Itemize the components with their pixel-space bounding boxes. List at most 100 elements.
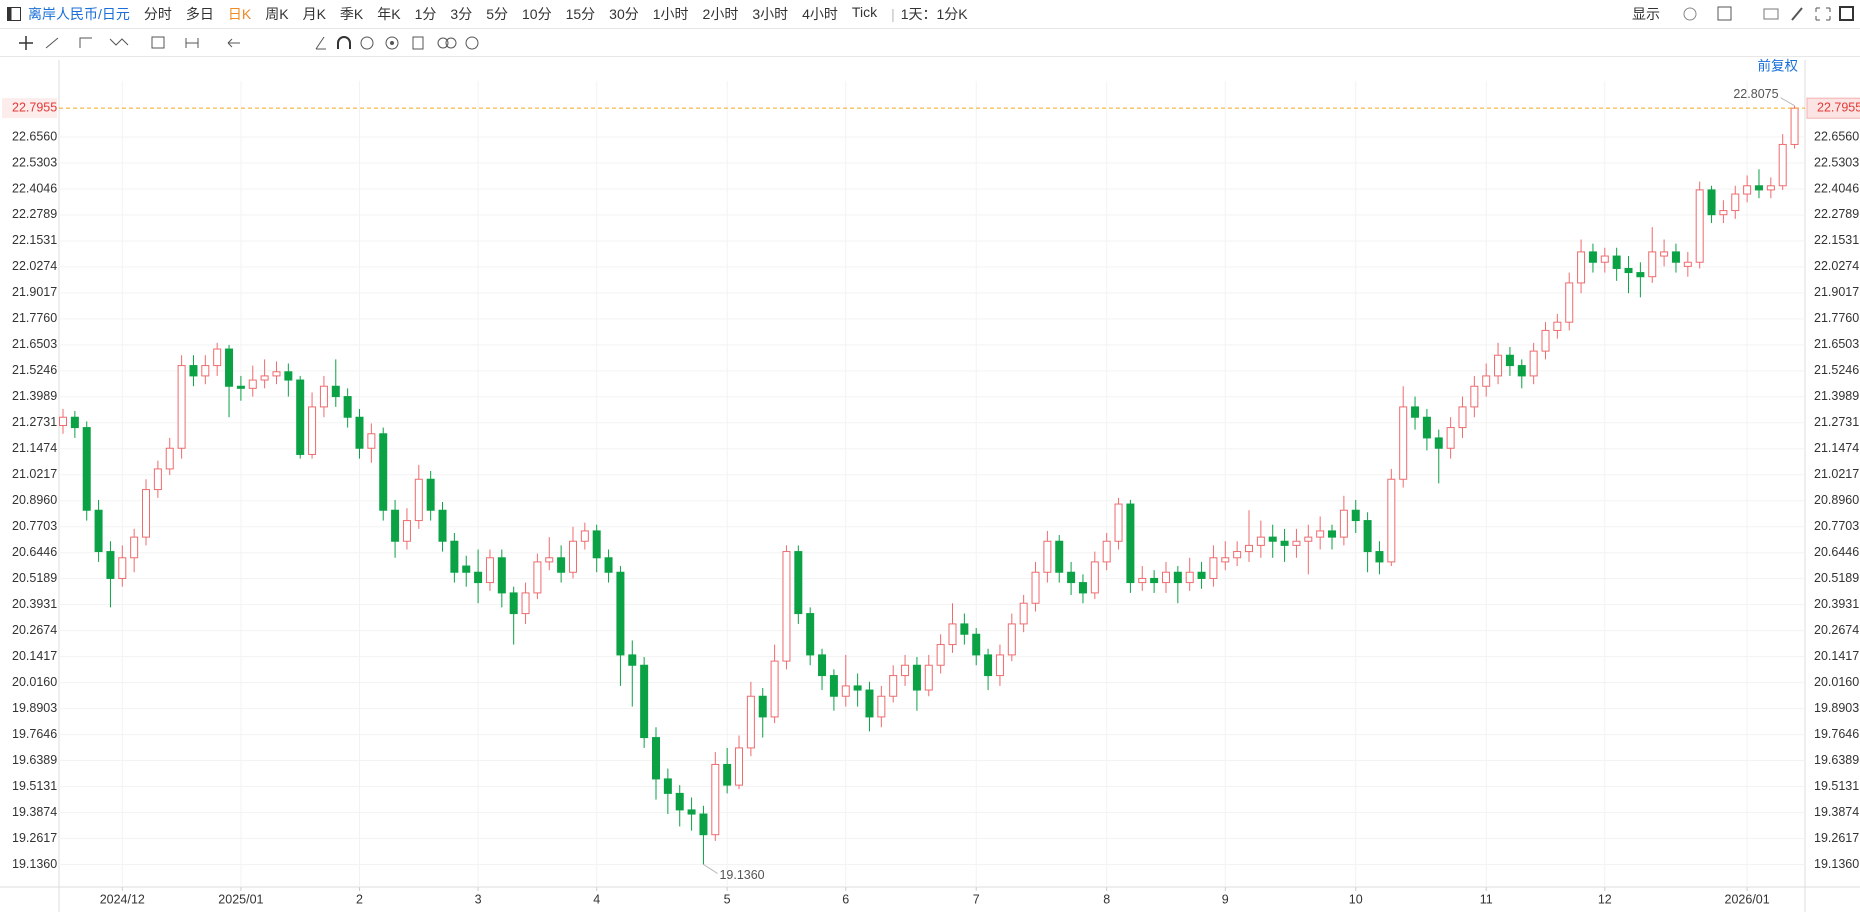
y-tick-label: 22.1531 — [12, 233, 57, 247]
candle-body — [142, 489, 151, 538]
y-tick-label: 19.1360 — [1814, 857, 1859, 871]
annotation-leader — [1780, 97, 1795, 107]
candle-body — [1363, 520, 1372, 553]
candle-body — [130, 536, 139, 559]
period-tab[interactable]: 分时 — [143, 6, 172, 22]
candle-body — [1197, 571, 1206, 579]
candle-body — [652, 737, 660, 780]
candle-body — [663, 778, 672, 794]
candle-body — [580, 530, 589, 542]
plot: 19.1360 19.1360 19.2617 19.2617 19.3874 19.38… — [0, 60, 1860, 912]
candle-body — [450, 540, 459, 573]
period-tab[interactable]: 3小时 — [752, 6, 789, 22]
candle-body — [1280, 540, 1289, 546]
x-tick-label: 7 — [973, 892, 980, 906]
candle-body — [545, 557, 554, 563]
candle-body — [1505, 354, 1514, 367]
candle-body — [604, 557, 613, 573]
candle-body — [414, 478, 423, 522]
period-tab[interactable]: 日K — [227, 6, 252, 22]
candle-body — [462, 565, 471, 573]
candle-body — [153, 468, 162, 491]
period-tab[interactable]: 30分 — [609, 6, 639, 22]
candle-body — [284, 371, 293, 381]
y-tick-label: 20.8960 — [12, 493, 57, 507]
y-tick-label: 21.7760 — [12, 311, 57, 325]
candle-body — [177, 365, 186, 449]
y-tick-label: 19.6389 — [1814, 753, 1859, 767]
candle-body — [1245, 544, 1253, 553]
period-tab[interactable]: 3分 — [450, 6, 473, 22]
candle-body — [1671, 251, 1680, 263]
candle-body — [948, 623, 957, 646]
period-tab[interactable]: 5分 — [486, 6, 508, 22]
candle-body — [106, 551, 115, 579]
period-tab[interactable]: 2小时 — [702, 6, 739, 22]
x-tick-label: 11 — [1480, 892, 1493, 906]
y-tick-label: 21.6503 — [1814, 337, 1859, 351]
display[interactable]: 显示 — [1632, 6, 1660, 22]
candle-body — [782, 551, 791, 662]
y-tick-label: 22.5303 — [12, 155, 57, 169]
symbol[interactable]: 离岸人民币/日元 — [28, 6, 130, 22]
y-tick-label: 19.3874 — [1814, 805, 1859, 819]
toolbar: 离岸人民币/日元 分时 多日 日K 周K 月K 季K 年K 1分 3分 5分 10分 15分 30分 1小… — [0, 0, 1860, 29]
candle-body — [972, 633, 981, 656]
candle-body — [806, 613, 815, 656]
period-tab[interactable]: 年K — [377, 6, 401, 22]
y-tick-label: 20.5189 — [12, 571, 57, 585]
candle-body — [628, 654, 637, 666]
y-tick-label: 19.3874 — [12, 805, 57, 819]
candle-body — [758, 695, 767, 718]
candle-body — [1612, 255, 1621, 269]
y-tick-label: 20.5189 — [1814, 571, 1859, 585]
candle-body — [995, 654, 1004, 677]
candle-body — [82, 427, 91, 511]
period-tab[interactable]: 1分 — [414, 6, 437, 22]
candle-body — [1494, 354, 1503, 377]
period-tab[interactable]: 15分 — [565, 6, 596, 22]
period-tab[interactable]: 多日 — [185, 6, 214, 22]
candle-body — [379, 433, 388, 511]
candle-body — [1339, 509, 1348, 538]
candle-body — [592, 530, 601, 559]
x-tick-label: 2 — [356, 892, 363, 906]
period-tab[interactable]: 周K — [265, 6, 289, 22]
separator: | — [891, 6, 895, 22]
candle-body — [723, 763, 732, 786]
candle-body — [675, 792, 684, 811]
x-tick-label: 8 — [1103, 892, 1110, 906]
candle-body — [343, 396, 352, 418]
y-tick-label: 20.2674 — [1814, 623, 1859, 637]
candle-body — [497, 557, 506, 594]
candle-body — [1387, 478, 1396, 563]
candle-body — [1458, 406, 1467, 429]
period-tab[interactable]: Tick — [851, 4, 878, 20]
candle-body — [794, 551, 803, 615]
y-tick-label: 21.3989 — [12, 389, 57, 403]
candle-body — [272, 371, 281, 377]
y-tick-label: 22.0274 — [12, 259, 57, 273]
y-tick-label: 19.2617 — [1814, 831, 1859, 845]
candle-body — [1221, 557, 1230, 563]
period-tab[interactable]: 1小时 — [652, 6, 689, 22]
candle-body — [319, 385, 328, 408]
candle-body — [1529, 350, 1538, 377]
candle-body — [1636, 272, 1645, 278]
candle-body — [1719, 210, 1728, 216]
period-tab[interactable]: 季K — [339, 6, 364, 22]
period-tab[interactable]: 4小时 — [802, 6, 838, 22]
y-tick-label: 21.5246 — [1814, 363, 1859, 377]
sidebar-icon[interactable] — [6, 6, 22, 22]
candle-body — [1470, 385, 1479, 408]
period-tab[interactable]: 月K — [302, 6, 326, 22]
candle-body — [770, 660, 779, 718]
candle-body — [853, 685, 862, 691]
candle-body — [829, 675, 838, 697]
candle-body — [308, 406, 317, 455]
candle-body — [438, 509, 447, 542]
range[interactable]: 1天：1分K — [900, 6, 968, 22]
adjust-mode: 前复权 — [1758, 58, 1799, 74]
period-tab[interactable]: 10分 — [522, 6, 552, 22]
